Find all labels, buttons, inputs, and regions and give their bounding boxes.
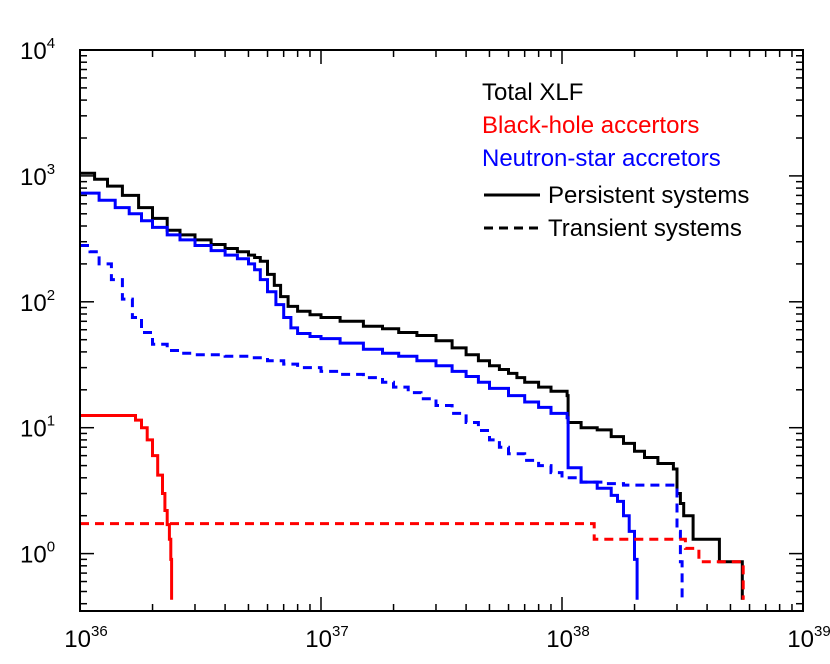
plot-series-group: [80, 171, 745, 600]
x-tick-label: 1038: [546, 623, 589, 653]
legend-label: Total XLF: [482, 79, 583, 106]
y-tick-label: 102: [20, 287, 55, 317]
x-tick-label: 1039: [787, 623, 830, 653]
x-tick-label: 1037: [305, 623, 348, 653]
series-line-3: [80, 244, 684, 600]
legend-style-label: Transient systems: [548, 215, 742, 242]
legend-label: Black-hole accertors: [482, 112, 699, 139]
series-line-2: [80, 191, 639, 600]
y-tick-label: 104: [20, 35, 55, 65]
x-tick-label: 1036: [64, 623, 107, 653]
y-tick-label: 100: [20, 539, 55, 569]
legend-label: Neutron-star accretors: [482, 145, 721, 172]
tick-labels: 1036 1037 1038 1039 100 101 102 103 104: [20, 35, 830, 653]
y-tick-label: 101: [20, 413, 55, 443]
series-line-4: [80, 414, 174, 600]
series-line-5: [80, 522, 745, 600]
legend-style-label: Persistent systems: [548, 182, 749, 209]
plot-frame: [79, 49, 804, 612]
legend: Total XLF Black-hole accertors Neutron-sta…: [482, 79, 749, 242]
y-tick-label: 103: [20, 161, 55, 191]
axis-ticks: [79, 49, 804, 611]
